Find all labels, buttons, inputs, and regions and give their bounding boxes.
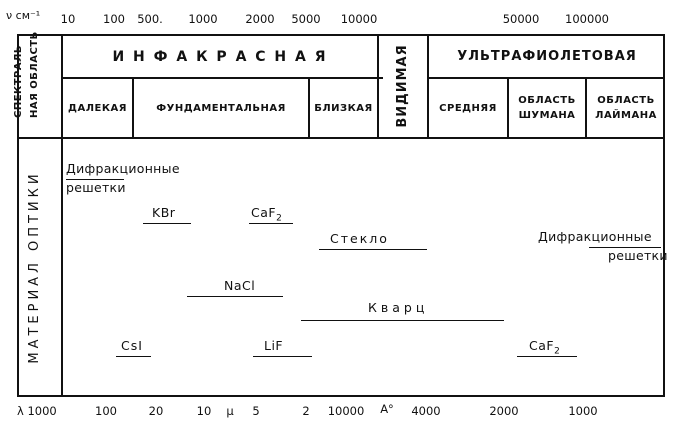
subregion-lyman: ОБЛАСТЬ ЛАЙМАНА [587, 79, 665, 137]
bottom-tick: 100 [95, 404, 117, 418]
subregion-far: ДАЛЕКАЯ [68, 102, 127, 114]
material-grating-left-line2: решетки [66, 180, 126, 195]
divider-middle-schumann [507, 78, 509, 138]
lif-range-bar [253, 356, 312, 357]
caf2-bottom-subscript: 2 [554, 346, 561, 357]
bottom-tick-micron: μ [226, 404, 234, 418]
subregion-lyman-line2: ЛАЙМАНА [595, 110, 657, 121]
divider-fund-near [308, 78, 310, 138]
top-tick: 100 [103, 12, 125, 26]
bottom-axis-lambda-label: λ 1000 [17, 404, 57, 418]
divider-schumann-lyman [585, 78, 587, 138]
divider-left-labels [61, 34, 63, 397]
spectral-region-label-2: НАЯ ОБЛАСТЬ [29, 31, 40, 118]
divider-region-row-right [428, 77, 664, 79]
bottom-tick: 10 [196, 404, 212, 418]
subregion-schumann-line2: ШУМАНА [518, 110, 576, 121]
divider-visible-uv [427, 34, 429, 138]
top-tick: 50000 [502, 12, 540, 26]
caf2-bottom-text: CaF [529, 338, 555, 353]
top-axis-unit-label: ν см⁻¹ [6, 9, 41, 22]
caf2-bottom-range-bar [517, 356, 577, 357]
subregion-near: БЛИЗКАЯ [314, 102, 373, 114]
material-kbr: KBr [152, 205, 176, 220]
bottom-tick: 5 [252, 404, 260, 418]
material-quartz: Кварц [368, 300, 429, 315]
bottom-tick: 2000 [489, 404, 519, 418]
bottom-tick: 2 [302, 404, 310, 418]
top-tick: 1000 [188, 12, 218, 26]
material-caf2-top: CaF2 [251, 205, 283, 224]
material-grating-left-line1: Дифракционные [66, 161, 180, 176]
top-tick: 10000 [340, 12, 378, 26]
bottom-tick-angstrom: A° [380, 402, 394, 416]
csi-range-bar [116, 356, 151, 357]
bottom-tick: 4000 [411, 404, 441, 418]
region-visible: ВИДИМАЯ [395, 44, 410, 128]
grating-right-range-bar [589, 247, 661, 248]
kbr-range-bar [143, 223, 191, 224]
divider-far-fund [132, 78, 134, 138]
top-tick: 500. [137, 12, 163, 26]
quartz-range-bar [301, 320, 504, 321]
subregion-middle: СРЕДНЯЯ [439, 102, 497, 114]
region-ultraviolet: УЛЬТРАФИОЛЕТОВАЯ [457, 49, 637, 64]
diagram-frame [17, 34, 665, 397]
material-lif: LiF [264, 338, 284, 353]
top-tick: 100000 [565, 12, 609, 26]
subregion-lyman-line1: ОБЛАСТЬ [597, 95, 655, 106]
nacl-range-bar [187, 296, 283, 297]
grating-left-range-bar [66, 179, 124, 180]
bottom-tick: 10000 [327, 404, 365, 418]
top-tick: 2000 [245, 12, 275, 26]
region-infrared: И Н Ф А К Р А С Н А Я [112, 48, 328, 65]
material-nacl: NaCl [224, 278, 256, 293]
material-grating-right-line2: решетки [608, 248, 668, 263]
divider-ir-visible [377, 34, 379, 138]
divider-header-body [17, 137, 665, 139]
material-caf2-bottom: CaF2 [529, 338, 561, 357]
subregion-fundamental: ФУНДАМЕНТАЛЬНАЯ [156, 102, 286, 114]
material-csi: CsI [121, 338, 143, 353]
divider-region-row [63, 77, 383, 79]
bottom-tick: 1000 [568, 404, 598, 418]
material-glass: Стекло [330, 231, 389, 246]
bottom-tick: 20 [148, 404, 164, 418]
subregion-schumann: ОБЛАСТЬ ШУМАНА [509, 79, 585, 137]
spectral-region-label-1: СПЕКТРАЛЬ– [13, 39, 24, 118]
caf2-top-text: CaF [251, 205, 277, 220]
caf2-top-range-bar [249, 223, 293, 224]
optics-material-label: МАТЕРИАЛ ОПТИКИ [27, 170, 42, 364]
top-tick: 5000 [291, 12, 321, 26]
caf2-top-subscript: 2 [276, 213, 283, 224]
top-tick: 10 [60, 12, 76, 26]
glass-range-bar [319, 249, 427, 250]
subregion-schumann-line1: ОБЛАСТЬ [518, 95, 576, 106]
material-grating-right-line1: Дифракционные [538, 229, 652, 244]
